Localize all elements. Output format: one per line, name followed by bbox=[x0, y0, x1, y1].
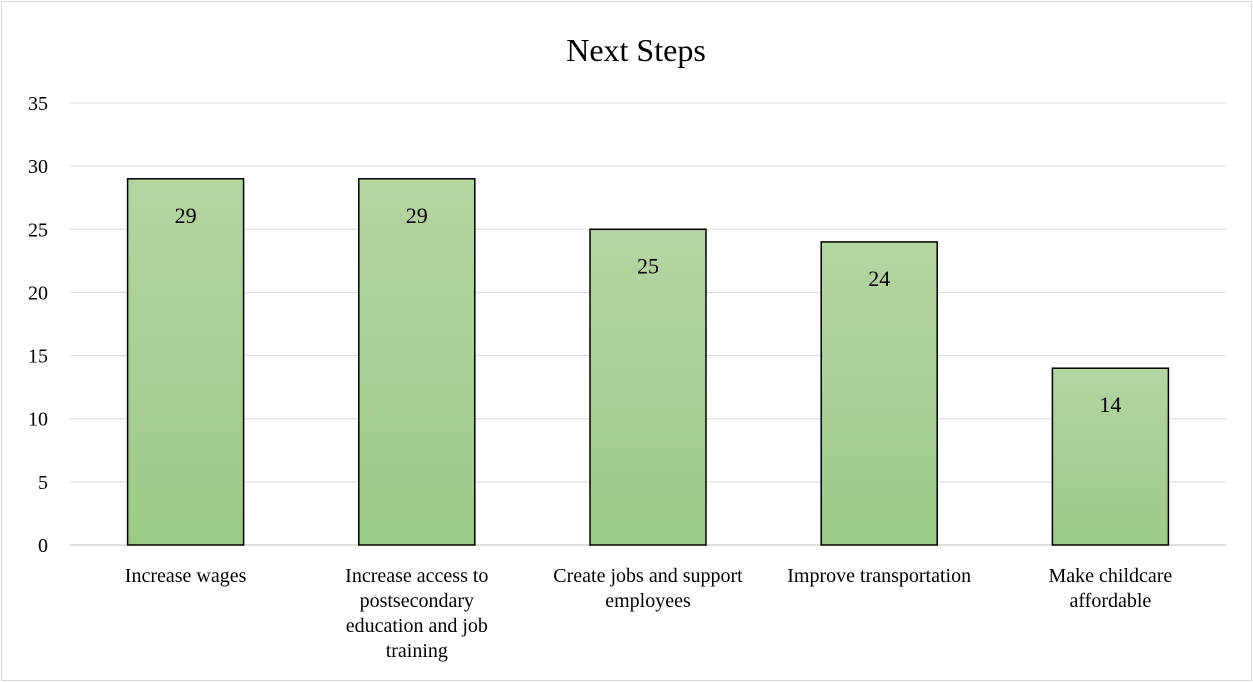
bar bbox=[126, 178, 245, 546]
chart-title: Next Steps bbox=[566, 32, 706, 68]
y-tick-label: 30 bbox=[28, 156, 48, 178]
data-labels: 29 29 25 24 14 bbox=[175, 203, 1122, 417]
bar bbox=[589, 228, 707, 546]
data-label: 14 bbox=[1099, 392, 1121, 417]
y-tick-label: 15 bbox=[28, 346, 48, 368]
data-label: 25 bbox=[637, 253, 659, 278]
x-axis-categories: Increase wages Increase access to postseco… bbox=[125, 565, 1173, 662]
data-label: 29 bbox=[406, 203, 428, 228]
y-tick-label: 25 bbox=[28, 219, 48, 241]
y-tick-label: 0 bbox=[38, 535, 48, 557]
category-label: Increase wages bbox=[125, 565, 247, 587]
category-label: Make childcare affordable bbox=[1048, 565, 1172, 612]
data-label: 29 bbox=[175, 203, 197, 228]
bars bbox=[126, 178, 1170, 546]
y-tick-label: 20 bbox=[28, 282, 48, 304]
y-tick-label: 35 bbox=[28, 93, 48, 115]
y-axis-ticks: 0 5 10 15 20 25 30 35 bbox=[28, 93, 48, 557]
category-label: Improve transportation bbox=[787, 565, 971, 587]
bar bbox=[1051, 367, 1170, 546]
y-tick-label: 10 bbox=[28, 409, 48, 431]
category-label: Create jobs and support employees bbox=[553, 565, 743, 612]
bar bbox=[358, 178, 476, 546]
bar bbox=[820, 241, 938, 546]
data-label: 24 bbox=[868, 266, 890, 291]
category-label: Increase access to postsecondary education… bbox=[345, 565, 488, 662]
y-tick-label: 5 bbox=[38, 472, 48, 494]
